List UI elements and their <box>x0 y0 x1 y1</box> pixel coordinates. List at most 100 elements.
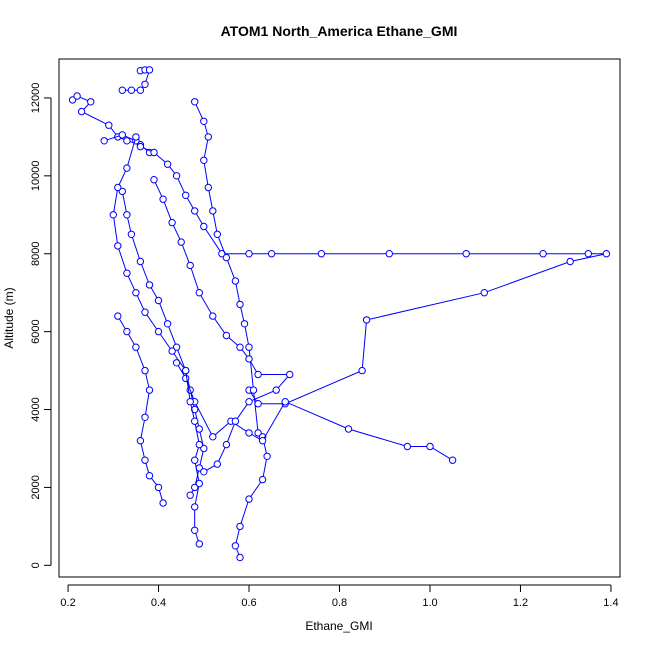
plot-frame <box>58 58 621 578</box>
data-point <box>385 250 393 258</box>
x-tick-label: 0.6 <box>241 597 256 609</box>
data-point <box>245 343 253 351</box>
y-tick-label: 10000 <box>30 161 42 192</box>
x-axis: 0.2 0.4 0.6 0.8 1.0 1.2 1.4 <box>60 584 619 609</box>
data-point <box>344 425 353 433</box>
data-point <box>136 257 145 266</box>
data-point <box>123 164 131 172</box>
x-tick-label: 0.4 <box>151 597 166 609</box>
data-point <box>159 195 167 203</box>
data-point <box>286 370 294 379</box>
data-point <box>118 187 127 196</box>
data-point <box>100 137 108 145</box>
data-point <box>254 400 262 408</box>
data-point <box>114 183 122 192</box>
data-point <box>118 131 127 139</box>
data-point <box>236 300 244 309</box>
data-point <box>584 250 592 258</box>
data-point <box>191 98 199 106</box>
data-point <box>154 483 163 492</box>
data-point <box>236 553 244 562</box>
data-point <box>204 133 213 141</box>
x-tick-label: 0.2 <box>60 597 75 609</box>
data-point <box>172 343 181 351</box>
data-point <box>245 398 253 406</box>
data-point <box>145 386 154 394</box>
data-point <box>127 86 136 94</box>
data-point <box>200 444 208 453</box>
data-point <box>136 86 145 94</box>
x-tick-label: 1.0 <box>422 597 437 609</box>
data-point <box>245 429 253 437</box>
data-point <box>213 460 222 468</box>
data-point <box>186 261 194 270</box>
data-point <box>213 230 222 239</box>
data-point <box>132 289 140 297</box>
data-point <box>123 137 131 145</box>
data-point <box>168 347 176 355</box>
data-point <box>123 269 131 277</box>
data-point <box>182 191 190 200</box>
data-point <box>254 429 262 437</box>
data-point <box>539 250 547 258</box>
data-point <box>182 374 190 383</box>
data-point <box>182 366 190 375</box>
data-point <box>114 242 122 250</box>
data-point <box>127 230 136 239</box>
y-axis-label: Altitude (m) <box>2 287 16 348</box>
data-point <box>448 456 457 464</box>
series-line <box>117 315 164 504</box>
data-point <box>109 211 118 219</box>
y-tick-label: 0 <box>30 562 42 568</box>
data-point <box>163 320 172 328</box>
data-point <box>200 117 208 126</box>
chart-title: ATOM1 North_America Ethane_GMI <box>221 23 458 39</box>
data-point <box>200 468 208 476</box>
data-point <box>141 456 149 464</box>
data-point <box>200 156 208 165</box>
data-point <box>132 133 140 141</box>
data-point <box>462 250 470 258</box>
data-point <box>249 386 258 394</box>
data-point <box>231 277 240 285</box>
data-point <box>136 437 145 445</box>
y-axis: 0 2000 4000 6000 8000 10000 12000 <box>30 83 52 568</box>
y-tick-label: 2000 <box>30 475 42 499</box>
data-point <box>209 207 217 215</box>
data-point <box>114 312 122 320</box>
data-point <box>267 250 276 258</box>
data-point <box>105 121 113 129</box>
data-point <box>195 479 204 488</box>
data-point <box>222 440 231 449</box>
data-point <box>154 296 163 305</box>
data-point <box>317 250 326 258</box>
y-tick-label: 12000 <box>30 83 42 114</box>
data-point <box>68 96 77 104</box>
y-tick-label: 4000 <box>30 397 42 421</box>
data-point <box>263 452 271 460</box>
data-point <box>281 398 289 406</box>
data-point <box>145 66 154 74</box>
data-point <box>141 413 149 421</box>
data-point <box>186 398 194 406</box>
data-point <box>77 107 86 116</box>
data-point <box>236 522 244 531</box>
data-point <box>231 542 240 550</box>
data-point <box>403 442 412 451</box>
data-point <box>272 386 280 394</box>
data-point <box>141 366 149 375</box>
plot-area <box>68 66 611 562</box>
y-tick-label: 8000 <box>30 241 42 265</box>
data-point <box>191 456 199 464</box>
data-point <box>163 160 172 168</box>
data-point <box>159 499 167 507</box>
data-point <box>231 417 240 425</box>
data-point <box>209 433 217 441</box>
data-point <box>172 172 181 180</box>
data-point <box>209 312 217 320</box>
data-point <box>141 308 149 316</box>
data-point <box>204 183 213 192</box>
data-point <box>258 475 267 484</box>
